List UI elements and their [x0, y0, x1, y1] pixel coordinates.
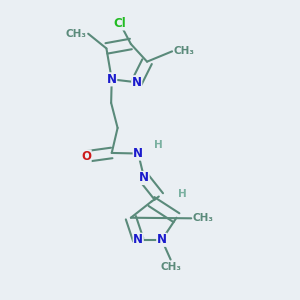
Text: N: N — [107, 73, 117, 86]
Text: N: N — [132, 76, 142, 89]
Text: N: N — [133, 233, 143, 246]
Text: CH₃: CH₃ — [66, 29, 87, 39]
Text: O: O — [81, 150, 91, 163]
Text: CH₃: CH₃ — [174, 46, 195, 56]
Text: N: N — [139, 172, 149, 184]
Text: CH₃: CH₃ — [193, 213, 214, 223]
Text: Cl: Cl — [114, 17, 126, 30]
Text: H: H — [178, 189, 187, 199]
Text: N: N — [157, 233, 167, 246]
Text: CH₃: CH₃ — [160, 262, 181, 272]
Text: N: N — [133, 147, 143, 160]
Text: H: H — [154, 140, 163, 150]
